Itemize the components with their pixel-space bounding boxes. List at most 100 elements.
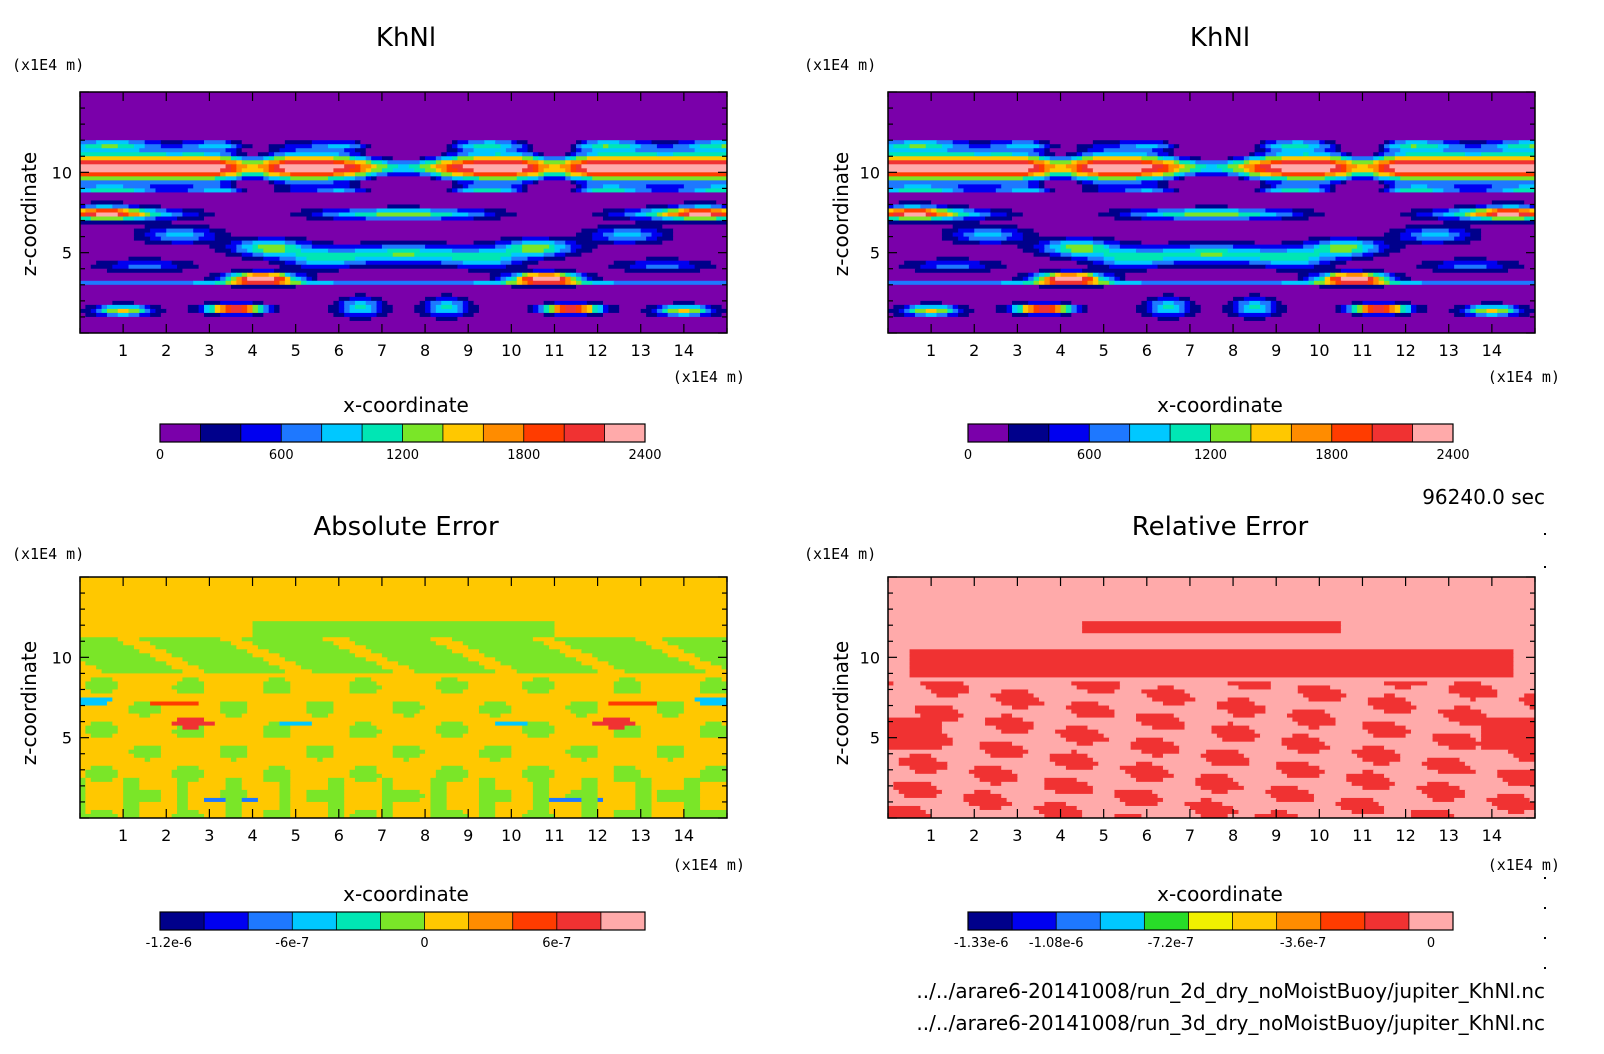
field-cell: [941, 789, 975, 795]
field-cell: [1470, 216, 1482, 222]
field-cell: [1303, 276, 1310, 282]
field-cell: [624, 725, 642, 731]
field-cell: [1260, 140, 1267, 145]
field-cell: [220, 156, 232, 161]
field-cell: [1421, 240, 1444, 246]
field-cell: [1448, 745, 1477, 751]
field-cell: [425, 749, 480, 755]
field-cell: [1146, 268, 1277, 274]
field-cell: [220, 272, 227, 278]
field-cell: [500, 188, 512, 194]
field-cell: [673, 300, 696, 306]
field-cell: [1400, 148, 1444, 153]
field-cell: [349, 144, 361, 149]
field-cell: [1049, 168, 1072, 173]
field-cell: [381, 156, 394, 161]
field-cell: [1265, 789, 1310, 795]
field-cell: [1459, 308, 1466, 314]
field-cell: [398, 164, 410, 169]
field-cell: [947, 761, 1056, 767]
field-cell: [328, 805, 345, 811]
field-cell: [85, 208, 97, 214]
field-cell: [1038, 272, 1045, 278]
field-cell: [376, 809, 383, 815]
field-cell: [1001, 765, 1067, 771]
field-cell: [1012, 300, 1029, 306]
field-cell: [640, 725, 701, 731]
field-cell: [888, 156, 1029, 161]
field-cell: [1384, 709, 1412, 715]
field-cell: [1227, 721, 1234, 727]
field-cell: [80, 264, 92, 270]
field-cell: [1098, 212, 1121, 218]
field-cell: [268, 148, 281, 153]
field-cell: [1141, 216, 1175, 222]
field-cell: [430, 801, 448, 807]
field-cell: [478, 801, 496, 807]
field-cell: [532, 304, 539, 310]
field-cell: [554, 813, 583, 818]
field-cell: [888, 741, 954, 747]
field-cell: [1448, 717, 1535, 723]
field-cell: [1389, 140, 1396, 145]
field-cell: [80, 797, 86, 803]
field-cell: [888, 737, 954, 743]
field-cell: [133, 188, 146, 194]
field-cell: [1351, 176, 1374, 181]
field-cell: [1233, 296, 1245, 302]
field-cell: [549, 164, 561, 169]
field-cell: [597, 793, 636, 799]
field-cell: [338, 645, 367, 650]
field-cell: [1324, 140, 1337, 145]
field-cell: [1373, 172, 1380, 177]
field-cell: [914, 769, 938, 775]
field-cell: [1313, 280, 1326, 286]
field-cell: [511, 705, 566, 711]
field-cell: [144, 208, 157, 214]
field-cell: [581, 176, 593, 181]
field-cell: [1410, 276, 1535, 282]
field-cell: [1222, 308, 1234, 314]
field-cell: [898, 200, 932, 206]
field-cell: [1173, 741, 1283, 747]
field-cell: [1319, 256, 1337, 262]
field-cell: [1276, 268, 1342, 274]
field-cell: [597, 705, 658, 711]
field-cell: [344, 785, 383, 791]
field-cell: [1162, 737, 1223, 743]
field-cell: [1340, 276, 1369, 282]
field-cell: [635, 140, 653, 145]
field-cell: [301, 208, 324, 214]
field-cell: [1324, 148, 1337, 153]
field-cell: [1038, 308, 1051, 314]
field-cell: [1270, 148, 1283, 153]
field-cell: [236, 248, 248, 254]
field-cell: [1373, 769, 1439, 775]
field-cell: [1152, 697, 1196, 703]
field-cell: [1270, 681, 1385, 687]
field-cell: [236, 757, 318, 763]
field-cell: [651, 216, 663, 222]
field-cell: [968, 236, 1008, 242]
field-cell: [236, 645, 259, 650]
field-cell: [613, 681, 642, 687]
field-cell: [139, 212, 146, 218]
field-cell: [576, 268, 626, 274]
field-cell: [1313, 248, 1331, 254]
field-cell: [80, 288, 727, 294]
field-cell: [80, 801, 86, 807]
field-cell: [306, 745, 335, 751]
field-cell: [468, 296, 727, 302]
field-cell: [225, 276, 232, 282]
field-cell: [888, 100, 1535, 105]
field-cell: [241, 140, 286, 145]
field-cell: [80, 629, 254, 634]
field-cell: [721, 665, 727, 670]
field-cell: [974, 152, 992, 157]
colorbar-swatch: [442, 424, 484, 442]
field-cell: [968, 140, 992, 145]
field-cell: [888, 669, 911, 674]
field-cell: [1076, 168, 1083, 173]
field-cell: [371, 308, 378, 314]
field-cell: [920, 264, 938, 270]
